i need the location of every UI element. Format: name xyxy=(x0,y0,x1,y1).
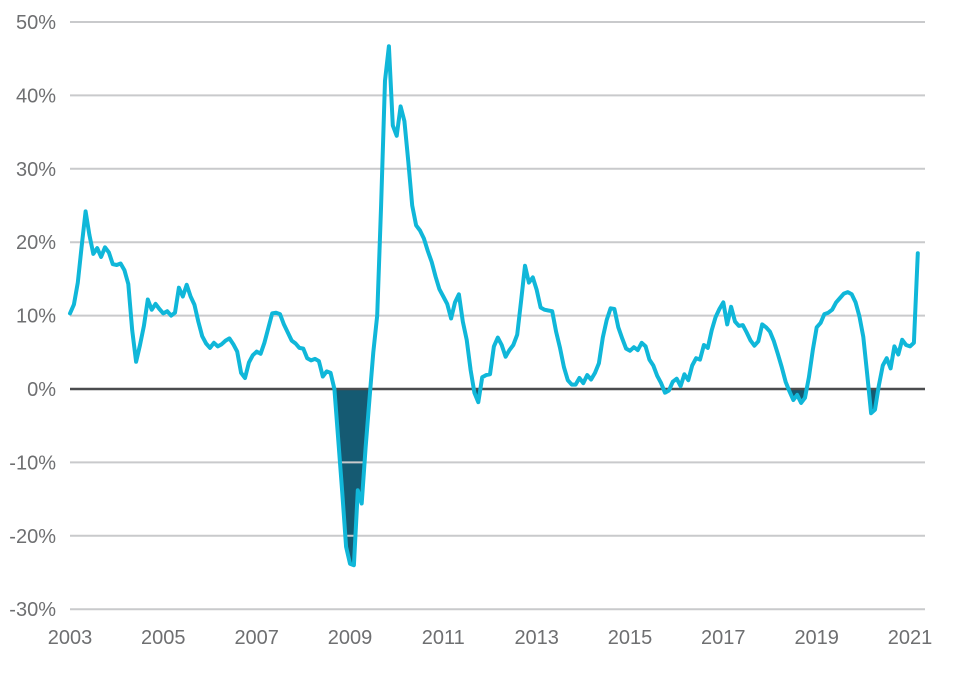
y-tick-label: -20% xyxy=(9,526,56,548)
x-tick-label: 2013 xyxy=(514,627,559,649)
y-tick-label: 10% xyxy=(16,306,56,328)
series-line xyxy=(68,44,920,568)
y-tick-label: 20% xyxy=(16,232,56,254)
x-tick-label: 2015 xyxy=(608,627,653,649)
x-tick-label: 2019 xyxy=(794,627,839,649)
y-tick-label: 30% xyxy=(16,159,56,181)
x-tick-label: 2003 xyxy=(48,627,93,649)
x-tick-label: 2007 xyxy=(234,627,279,649)
x-tick-label: 2021 xyxy=(888,627,933,649)
y-tick-label: -30% xyxy=(9,599,56,621)
x-tick-label: 2005 xyxy=(141,627,186,649)
y-tick-label: 50% xyxy=(16,12,56,34)
x-tick-label: 2009 xyxy=(328,627,373,649)
negative-area-fill xyxy=(70,389,918,566)
x-tick-label: 2017 xyxy=(701,627,746,649)
x-tick-label: 2011 xyxy=(422,627,465,649)
y-tick-label: 0% xyxy=(27,379,56,401)
y-tick-label: 40% xyxy=(16,85,56,107)
y-tick-label: -10% xyxy=(9,452,56,474)
